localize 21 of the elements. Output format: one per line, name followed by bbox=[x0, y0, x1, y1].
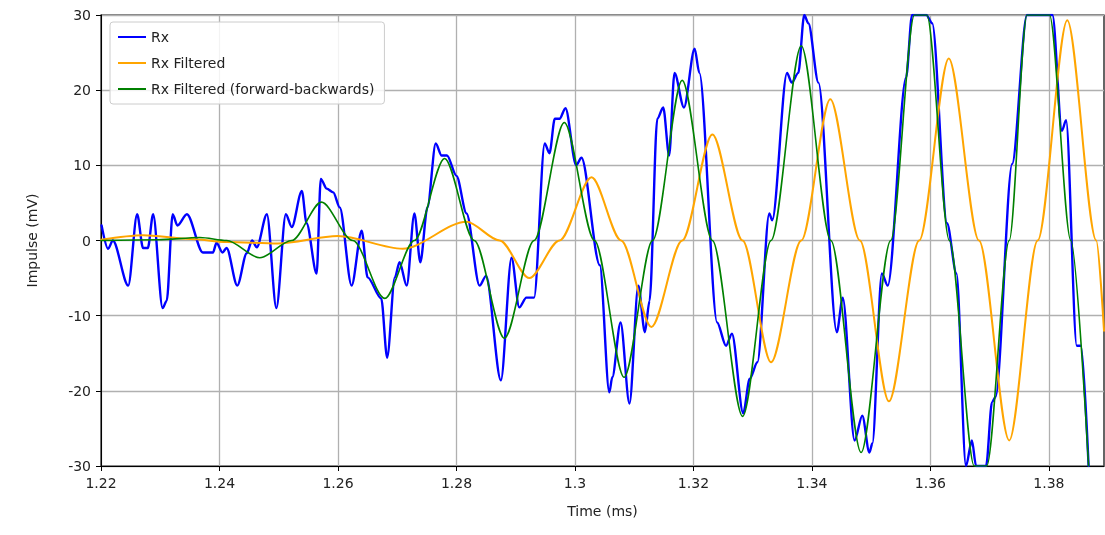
x-tick-label: 1.24 bbox=[203, 475, 236, 491]
y-tick-label: 30 bbox=[73, 7, 91, 23]
y-tick-label: -10 bbox=[68, 307, 91, 324]
x-axis-title: Time (ms) bbox=[566, 503, 638, 519]
y-tick-label: 20 bbox=[73, 82, 91, 99]
legend-label: Rx bbox=[151, 29, 170, 45]
x-tick-label: 1.34 bbox=[796, 475, 828, 491]
legend-label: Rx Filtered bbox=[151, 55, 226, 71]
x-tick-label: 1.32 bbox=[677, 475, 710, 491]
x-tick-label: 1.28 bbox=[440, 475, 473, 491]
x-tick-label: 1.36 bbox=[914, 475, 947, 491]
x-tick-label: 1.38 bbox=[1033, 475, 1065, 491]
y-tick-label: 0 bbox=[82, 232, 91, 249]
y-axis-title: Impulse (mV) bbox=[24, 193, 40, 288]
x-tick-label: 1.22 bbox=[85, 475, 117, 491]
y-tick-label: -30 bbox=[68, 458, 91, 474]
legend-label: Rx Filtered (forward-backwards) bbox=[151, 81, 375, 97]
y-tick-label: -20 bbox=[68, 382, 91, 399]
y-tick-label: 10 bbox=[73, 157, 91, 174]
x-tick-label: 1.26 bbox=[322, 475, 354, 491]
x-tick-label: 1.3 bbox=[563, 475, 587, 491]
